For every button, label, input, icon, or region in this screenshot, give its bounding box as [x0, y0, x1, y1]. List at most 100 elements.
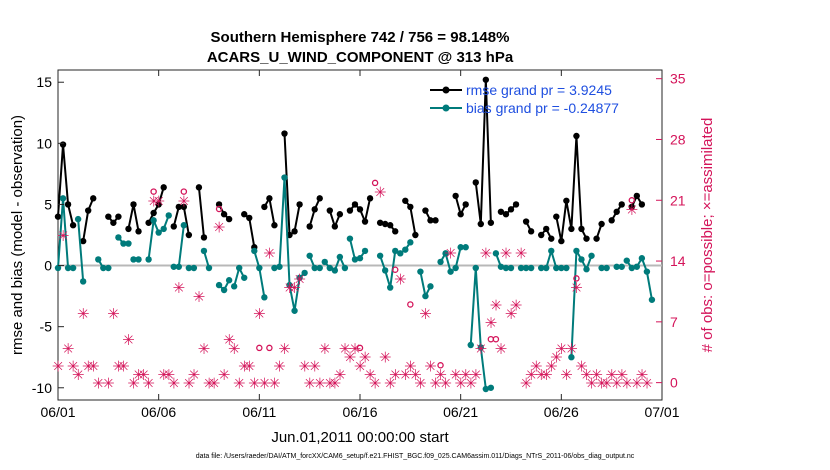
rmse-point: [160, 184, 167, 191]
assimilated-count-marker: ✳: [339, 340, 352, 358]
rmse-point: [85, 207, 92, 214]
assimilated-count-marker: ✳: [122, 331, 135, 349]
bias-point: [341, 264, 349, 272]
assimilated-count-marker: ✳: [595, 375, 608, 393]
assimilated-count-marker: ✳: [334, 366, 347, 384]
rmse-point: [527, 228, 535, 235]
bias-point: [633, 263, 641, 270]
x-tick-label: 06/11: [242, 404, 276, 420]
rmse-point: [608, 217, 615, 224]
bias-point: [316, 264, 323, 272]
assimilated-count-marker: ✳: [173, 279, 186, 297]
y2-tick-label: 14: [670, 253, 686, 269]
rmse-point: [477, 220, 484, 228]
assimilated-count-marker: ✳: [329, 375, 342, 393]
bias-point: [296, 274, 303, 281]
rmse-point: [628, 203, 635, 211]
x-tick-label: 06/06: [141, 404, 176, 420]
assimilated-count-marker: ✳: [87, 357, 100, 375]
bias-point: [286, 281, 293, 289]
possible-count-marker: [628, 197, 636, 204]
x-axis-label: Jun.01,2011 00:00:00 start: [271, 429, 449, 446]
bias-point: [563, 264, 570, 272]
rmse-point: [376, 219, 384, 226]
rmse-point: [512, 201, 520, 208]
bias-point: [573, 247, 580, 255]
y2-tick-label: 28: [670, 131, 686, 147]
y-tick-label: 10: [36, 135, 52, 151]
y-tick-label: 0: [44, 258, 52, 274]
bias-point: [236, 264, 243, 272]
possible-count-marker: [150, 188, 157, 195]
assimilated-count-marker: ✳: [414, 375, 427, 393]
possible-count-marker: [266, 344, 273, 352]
assimilated-count-marker: ✳: [424, 357, 437, 375]
bias-point: [95, 256, 102, 263]
bias-point: [568, 354, 575, 361]
rmse-point: [422, 207, 429, 214]
rmse-point: [412, 231, 419, 239]
possible-count-marker: [573, 275, 580, 282]
rmse-point: [316, 195, 323, 202]
bias-point: [502, 264, 510, 272]
bias-line-segment: [77, 219, 85, 282]
rmse-point: [593, 235, 600, 242]
assimilated-count-marker: ✳: [208, 375, 221, 393]
y2-axis-label: # of obs: o=possible; ×=assimilated: [699, 118, 716, 353]
bias-point: [558, 264, 565, 272]
bias-point: [261, 294, 268, 301]
possible-count-marker: [492, 335, 500, 343]
assimilated-count-marker: ✳: [485, 314, 498, 332]
bias-point: [326, 264, 333, 272]
assimilated-count-marker: ✳: [565, 340, 578, 358]
assimilated-count-marker: ✳: [505, 305, 518, 323]
bias-point: [487, 384, 495, 391]
rmse-point: [346, 207, 354, 214]
bias-point: [220, 286, 228, 294]
assimilated-count-marker: ✳: [540, 366, 553, 384]
chart-title: Southern Hemisphere 742 / 756 = 98.148%: [211, 29, 510, 46]
assimilated-count-marker: ✳: [278, 340, 291, 358]
bias-point: [643, 268, 651, 275]
bias-point: [648, 296, 656, 303]
assimilated-count-marker: ✳: [198, 340, 211, 358]
rmse-point: [185, 231, 193, 239]
rmse-point: [150, 209, 157, 217]
bias-point: [548, 247, 555, 255]
bias-point: [437, 258, 444, 266]
rmse-point: [271, 222, 278, 229]
bias-point: [311, 264, 318, 272]
assimilated-count-marker: ✳: [57, 227, 70, 245]
rmse-point: [618, 201, 625, 208]
assimilated-count-marker: ✳: [515, 244, 528, 262]
bias-point: [64, 264, 72, 272]
rmse-point: [633, 192, 641, 200]
bias-point: [321, 258, 328, 266]
y-tick-label: -5: [40, 319, 53, 335]
bias-point: [356, 255, 364, 262]
bias-point: [497, 263, 505, 270]
assimilated-count-marker: ✳: [399, 366, 412, 384]
assimilated-count-marker: ✳: [404, 357, 417, 375]
assimilated-count-marker: ✳: [580, 366, 593, 384]
assimilated-count-marker: ✳: [258, 375, 271, 393]
rmse-point: [200, 234, 208, 241]
bias-point: [588, 252, 595, 259]
rmse-point: [452, 192, 459, 200]
assimilated-count-marker: ✳: [253, 305, 266, 323]
rmse-point: [281, 130, 288, 137]
bias-point: [376, 252, 384, 259]
bias-point: [175, 263, 182, 270]
rmse-point: [311, 206, 318, 213]
rmse-point: [225, 215, 233, 223]
rmse-point: [462, 201, 469, 208]
rmse-point: [482, 76, 490, 83]
rmse-point: [613, 208, 620, 215]
bias-line-segment: [635, 255, 653, 300]
rmse-point: [175, 203, 182, 211]
bias-point: [200, 247, 208, 255]
bias-point: [225, 277, 233, 284]
possible-count-marker: [407, 301, 414, 308]
rmse-point: [638, 201, 646, 208]
